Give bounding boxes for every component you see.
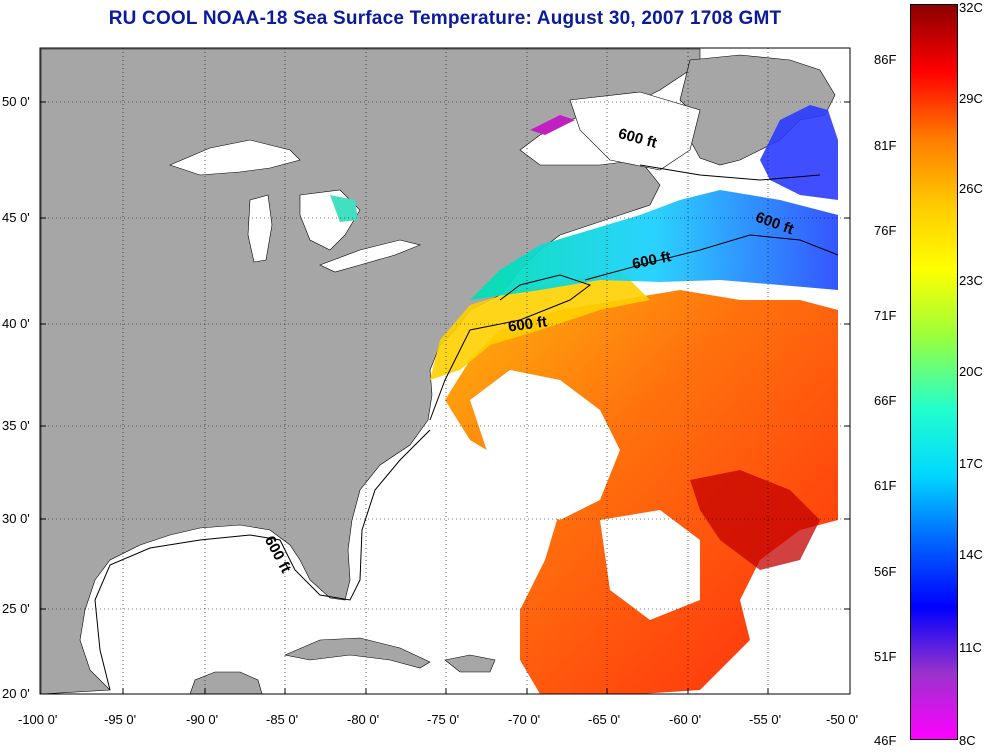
- lon-label: -80 0': [347, 712, 380, 727]
- colorbar-c-label: 17C: [959, 456, 983, 471]
- lat-label: 35 0': [2, 418, 30, 433]
- colorbar-c-label: 14C: [959, 547, 983, 562]
- isobath-contour: [94, 164, 839, 691]
- colorbar-f-label: 86F: [874, 52, 897, 67]
- gulf-st-lawrence: [569, 91, 701, 171]
- lat-label: 20 0': [2, 686, 30, 701]
- colorbar-c-label: 29C: [959, 91, 983, 106]
- lon-label: -50 0': [826, 712, 859, 727]
- lon-label: -100 0': [18, 712, 58, 727]
- lon-label: -65 0': [588, 712, 621, 727]
- sst-lake-patch: [330, 195, 358, 222]
- lon-label: -60 0': [669, 712, 702, 727]
- lat-label: 25 0': [2, 601, 30, 616]
- lon-label: -90 0': [186, 712, 219, 727]
- lake-superior: [169, 139, 301, 176]
- sst-slope-water: [430, 270, 650, 380]
- colorbar-c-label: 8C: [959, 733, 976, 748]
- axis-ticks: [40, 101, 850, 694]
- hispaniola-land: [444, 654, 496, 673]
- lat-label: 45 0': [2, 210, 30, 225]
- colorbar-c-label: 11C: [959, 640, 982, 655]
- colorbar-c-label: 20C: [959, 364, 983, 379]
- colorbar-c-label: 26C: [959, 181, 983, 196]
- lake-michigan: [247, 194, 273, 263]
- colorbar-f-label: 66F: [874, 393, 897, 408]
- lon-label: -85 0': [266, 712, 299, 727]
- cuba-land: [283, 637, 431, 669]
- sst-hot-core: [690, 470, 820, 570]
- colorbar-f-label: 56F: [874, 564, 897, 579]
- lon-label: -70 0': [508, 712, 541, 727]
- cloud-gap-1: [470, 370, 620, 520]
- colorbar-f-label: 61F: [874, 478, 897, 493]
- lon-label: -95 0': [104, 712, 137, 727]
- sst-cold-newfoundland: [760, 105, 838, 200]
- lat-label: 50 0': [2, 94, 30, 109]
- lake-erie-ontario: [319, 239, 421, 273]
- colorbar-c-label: 23C: [959, 273, 983, 288]
- map-title: RU COOL NOAA-18 Sea Surface Temperature:…: [108, 8, 782, 29]
- colorbar-c-label: 32C: [959, 0, 983, 15]
- colorbar-f-label: 76F: [874, 223, 897, 238]
- colorbar-f-label: 51F: [874, 649, 897, 664]
- lat-label: 30 0': [2, 511, 30, 526]
- colorbar-f-label: 46F: [874, 733, 897, 748]
- north-america-land: [40, 48, 701, 695]
- graticule: [40, 48, 850, 694]
- sst-cold-streak: [530, 115, 575, 135]
- lon-label: -55 0': [749, 712, 782, 727]
- lat-label: 40 0': [2, 316, 30, 331]
- temperature-colorbar: [910, 4, 958, 740]
- sst-cool-region: [470, 190, 838, 300]
- cloud-gap-2: [600, 510, 700, 620]
- colorbar-f-label: 71F: [874, 308, 897, 323]
- colorbar-f-label: 81F: [874, 138, 897, 153]
- lon-label: -75 0': [427, 712, 460, 727]
